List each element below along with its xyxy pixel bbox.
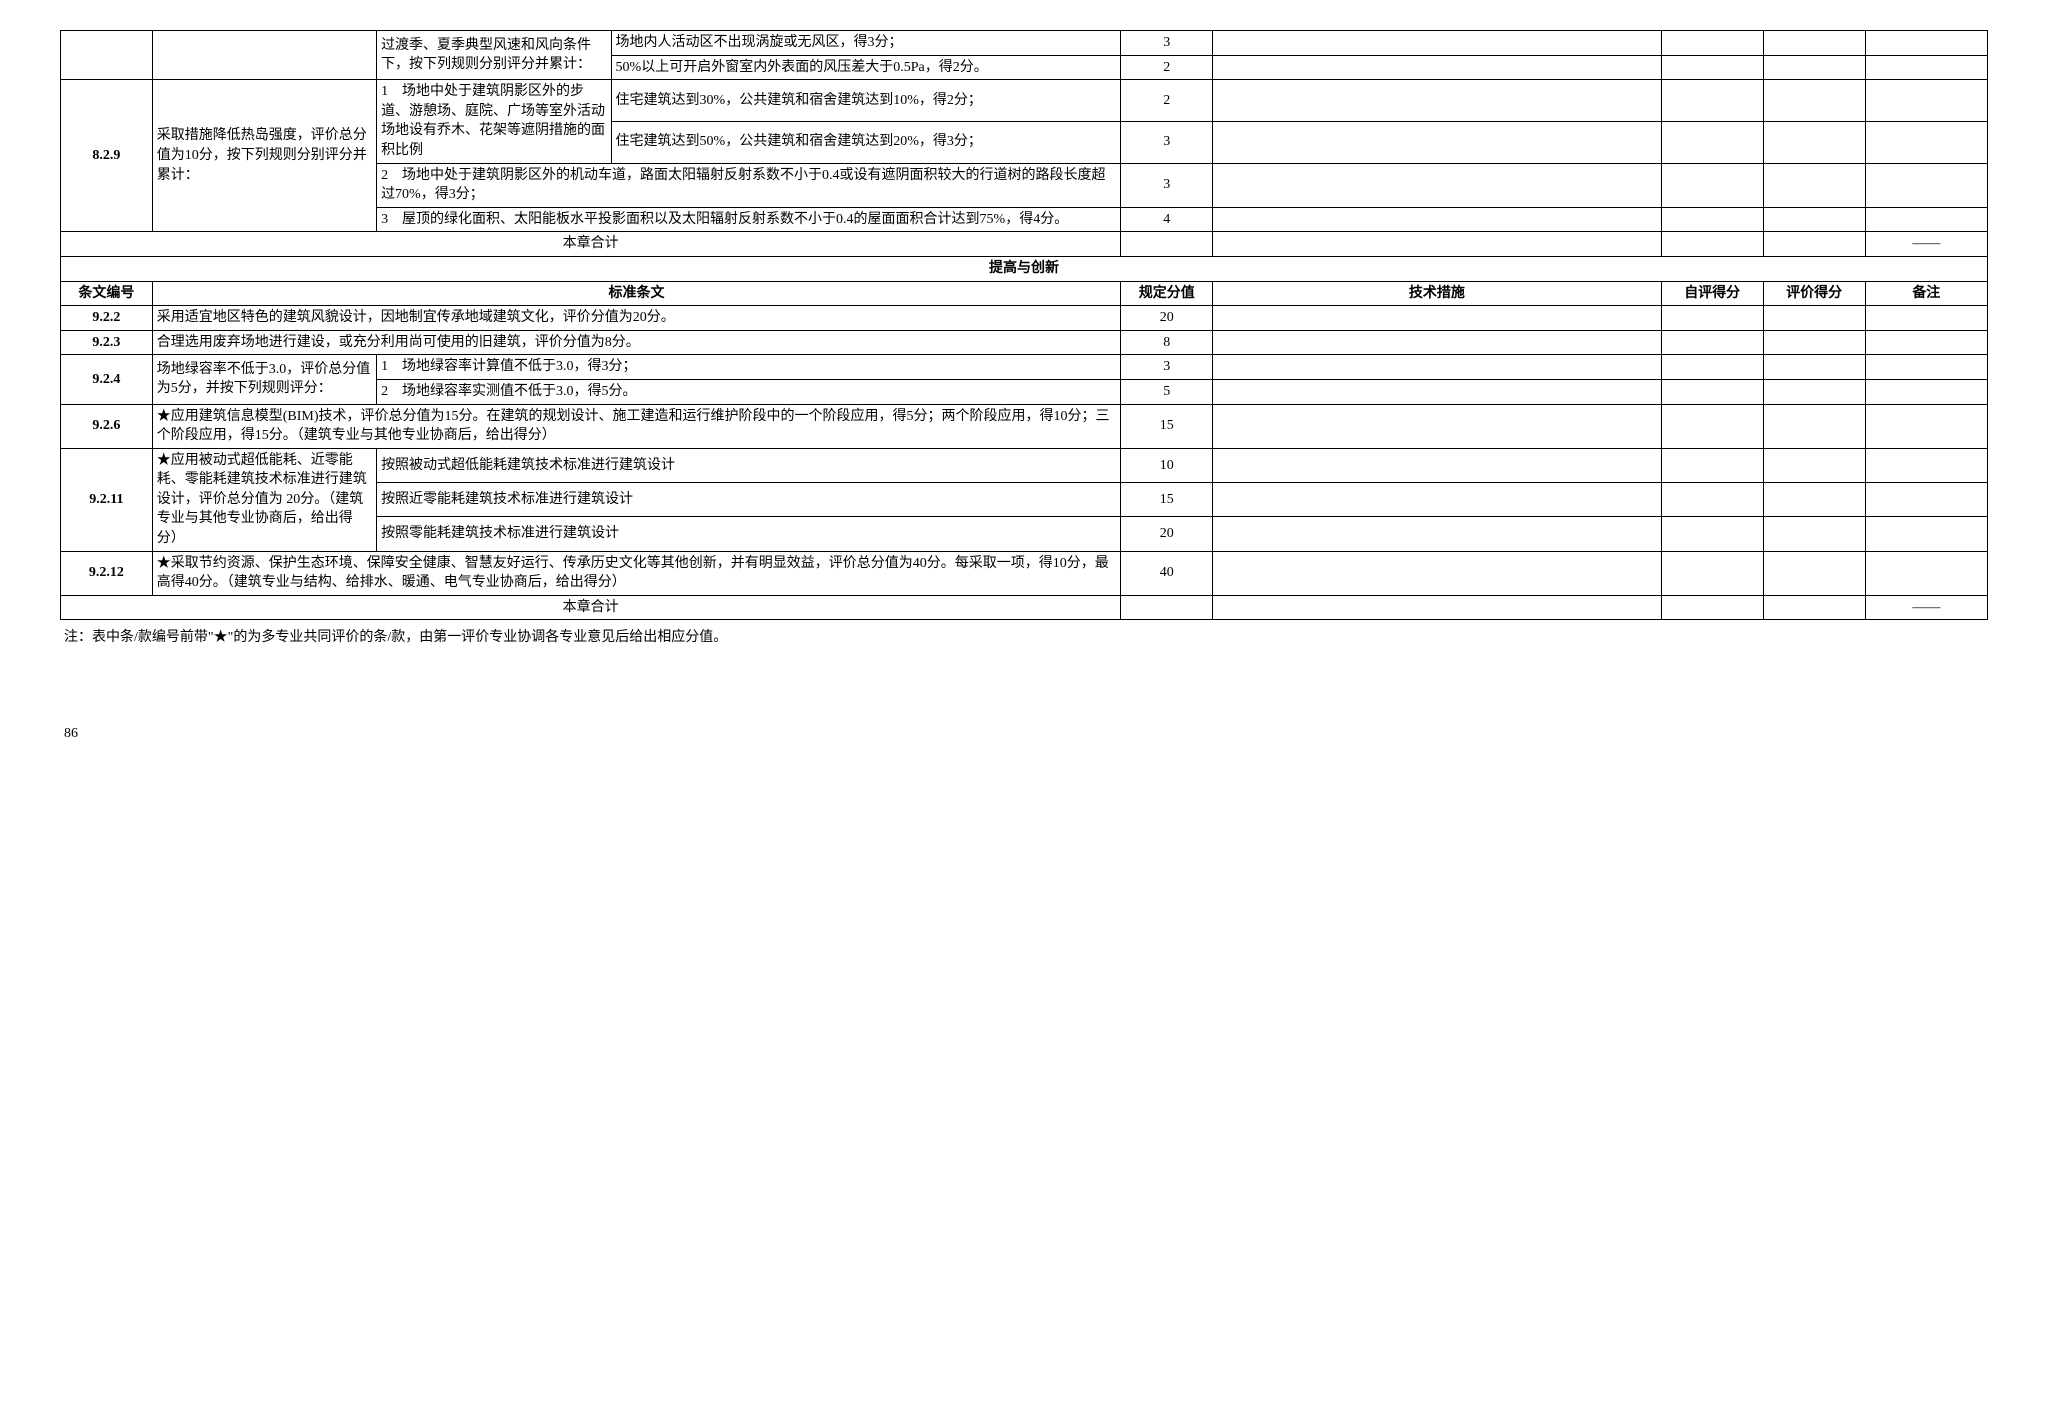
- header-row: 条文编号 标准条文 规定分值 技术措施 自评得分 评价得分 备注: [61, 281, 1988, 306]
- table-row: 9.2.12 ★采取节约资源、保护生态环境、保障安全健康、智慧友好运行、传承历史…: [61, 551, 1988, 595]
- clause-number: 8.2.9: [61, 80, 153, 232]
- header-score: 规定分值: [1121, 281, 1213, 306]
- header-note: 备注: [1865, 281, 1987, 306]
- score-cell: 3: [1121, 121, 1213, 163]
- clause-desc: ★应用建筑信息模型(BIM)技术，评价总分值为15分。在建筑的规划设计、施工建造…: [152, 404, 1121, 448]
- criteria-text: 按照零能耗建筑技术标准进行建筑设计: [377, 517, 1121, 551]
- clause-number: 9.2.4: [61, 355, 153, 404]
- criteria-text: 住宅建筑达到50%，公共建筑和宿舍建筑达到20%，得3分；: [611, 121, 1121, 163]
- clause-number: 9.2.6: [61, 404, 153, 448]
- page-number: 86: [60, 726, 1988, 742]
- table-row: 9.2.6 ★应用建筑信息模型(BIM)技术，评价总分值为15分。在建筑的规划设…: [61, 404, 1988, 448]
- score-cell: 5: [1121, 379, 1213, 404]
- sub-desc: 过渡季、夏季典型风速和风向条件下，按下列规则分别评分并累计：: [377, 31, 611, 80]
- score-cell: 3: [1121, 355, 1213, 380]
- score-cell: 15: [1121, 483, 1213, 517]
- evaluation-table-1: 过渡季、夏季典型风速和风向条件下，按下列规则分别评分并累计： 场地内人活动区不出…: [60, 30, 1988, 620]
- sub-desc: 1 场地中处于建筑阴影区外的步道、游憩场、庭院、广场等室外活动场地设有乔木、花架…: [377, 80, 611, 163]
- subtotal-label: 本章合计: [61, 595, 1121, 620]
- clause-desc: ★应用被动式超低能耗、近零能耗、零能耗建筑技术标准进行建筑设计，评价总分值为 2…: [152, 448, 376, 551]
- footnote-text: 注：表中条/款编号前带"★"的为多专业共同评价的条/款，由第一评价专业协调各专业…: [60, 626, 1988, 646]
- criteria-text: 场地内人活动区不出现涡旋或无风区，得3分；: [611, 31, 1121, 56]
- table-row: 9.2.11 ★应用被动式超低能耗、近零能耗、零能耗建筑技术标准进行建筑设计，评…: [61, 448, 1988, 482]
- table-row: 9.2.2 采用适宜地区特色的建筑风貌设计，因地制宜传承地域建筑文化，评价分值为…: [61, 306, 1988, 331]
- header-self: 自评得分: [1661, 281, 1763, 306]
- section-header-row: 提高与创新: [61, 256, 1988, 281]
- criteria-text: 住宅建筑达到30%，公共建筑和宿舍建筑达到10%，得2分；: [611, 80, 1121, 122]
- score-cell: 15: [1121, 404, 1213, 448]
- score-cell: 40: [1121, 551, 1213, 595]
- table-row: 9.2.3 合理选用废弃场地进行建设，或充分利用尚可使用的旧建筑，评价分值为8分…: [61, 330, 1988, 355]
- score-cell: 2: [1121, 55, 1213, 80]
- score-cell: 20: [1121, 517, 1213, 551]
- header-tech: 技术措施: [1213, 281, 1662, 306]
- score-cell: 3: [1121, 163, 1213, 207]
- score-cell: 2: [1121, 80, 1213, 122]
- criteria-text: 2 场地中处于建筑阴影区外的机动车道，路面太阳辐射反射系数不小于0.4或设有遮阴…: [377, 163, 1121, 207]
- clause-number: 9.2.3: [61, 330, 153, 355]
- criteria-text: 按照近零能耗建筑技术标准进行建筑设计: [377, 483, 1121, 517]
- criteria-text: 3 屋顶的绿化面积、太阳能板水平投影面积以及太阳辐射反射系数不小于0.4的屋面面…: [377, 207, 1121, 232]
- criteria-text: 50%以上可开启外窗室内外表面的风压差大于0.5Pa，得2分。: [611, 55, 1121, 80]
- score-cell: 8: [1121, 330, 1213, 355]
- clause-desc: 合理选用废弃场地进行建设，或充分利用尚可使用的旧建筑，评价分值为8分。: [152, 330, 1121, 355]
- score-cell: 20: [1121, 306, 1213, 331]
- score-cell: 3: [1121, 31, 1213, 56]
- score-cell: 10: [1121, 448, 1213, 482]
- score-cell: 4: [1121, 207, 1213, 232]
- section-title: 提高与创新: [61, 256, 1988, 281]
- clause-number: 9.2.11: [61, 448, 153, 551]
- header-standard: 标准条文: [152, 281, 1121, 306]
- subtotal-row: 本章合计 ——: [61, 595, 1988, 620]
- subtotal-label: 本章合计: [61, 232, 1121, 257]
- clause-desc: 采取措施降低热岛强度，评价总分值为10分，按下列规则分别评分并累计：: [152, 80, 376, 232]
- criteria-text: 按照被动式超低能耗建筑技术标准进行建筑设计: [377, 448, 1121, 482]
- subtotal-note: ——: [1865, 595, 1987, 620]
- table-row: 8.2.9 采取措施降低热岛强度，评价总分值为10分，按下列规则分别评分并累计：…: [61, 80, 1988, 122]
- table-row: 过渡季、夏季典型风速和风向条件下，按下列规则分别评分并累计： 场地内人活动区不出…: [61, 31, 1988, 56]
- table-row: 9.2.4 场地绿容率不低于3.0，评价总分值为5分，并按下列规则评分： 1 场…: [61, 355, 1988, 380]
- clause-number: 9.2.12: [61, 551, 153, 595]
- subtotal-note: ——: [1865, 232, 1987, 257]
- subtotal-row: 本章合计 ——: [61, 232, 1988, 257]
- clause-number: 9.2.2: [61, 306, 153, 331]
- criteria-text: 1 场地绿容率计算值不低于3.0，得3分；: [377, 355, 1121, 380]
- header-num: 条文编号: [61, 281, 153, 306]
- clause-desc: 场地绿容率不低于3.0，评价总分值为5分，并按下列规则评分：: [152, 355, 376, 404]
- clause-desc: ★采取节约资源、保护生态环境、保障安全健康、智慧友好运行、传承历史文化等其他创新…: [152, 551, 1121, 595]
- header-eval: 评价得分: [1763, 281, 1865, 306]
- criteria-text: 2 场地绿容率实测值不低于3.0，得5分。: [377, 379, 1121, 404]
- clause-desc: 采用适宜地区特色的建筑风貌设计，因地制宜传承地域建筑文化，评价分值为20分。: [152, 306, 1121, 331]
